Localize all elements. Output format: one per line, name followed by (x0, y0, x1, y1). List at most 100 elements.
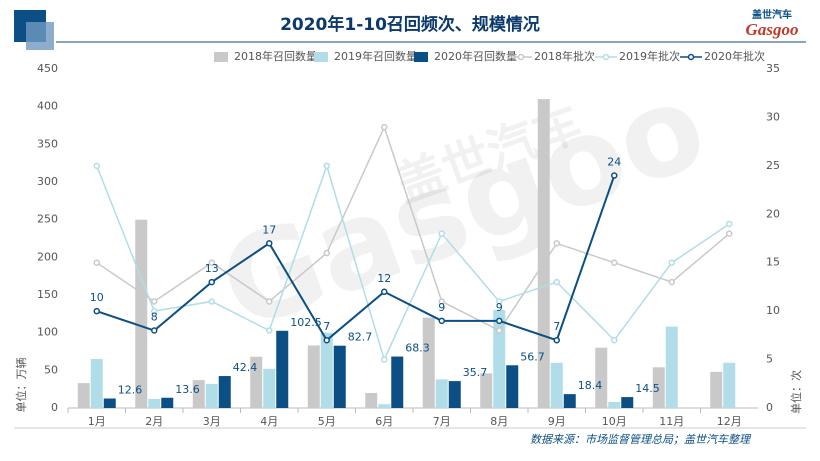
bar (205, 383, 218, 408)
marker (611, 172, 618, 179)
y-tick-label: 50 (44, 363, 58, 376)
bar (723, 362, 736, 408)
y-tick-label: 100 (37, 326, 58, 339)
marker (93, 307, 100, 315)
bar (365, 392, 378, 408)
bar (665, 326, 678, 408)
line-value-label: 12 (377, 272, 391, 285)
bar (391, 356, 404, 408)
marker (151, 327, 158, 334)
line-value-label: 17 (262, 223, 276, 236)
legend-swatch (414, 52, 428, 62)
y2-tick-label: 10 (766, 304, 780, 317)
marker (151, 307, 158, 315)
x-tick-label: 5月 (318, 415, 336, 428)
bar (90, 359, 103, 408)
marker (496, 298, 503, 305)
bar-value-label: 18.4 (578, 379, 603, 392)
bar (148, 398, 161, 408)
bar (320, 332, 333, 408)
line-value-label: 7 (323, 320, 330, 333)
bar (218, 376, 231, 408)
marker (438, 230, 445, 237)
bar (448, 381, 461, 408)
legend-swatch (687, 53, 695, 61)
marker (93, 259, 100, 266)
legend-swatch (314, 52, 328, 62)
logo: Gasgoo (746, 20, 799, 39)
bar (161, 397, 174, 408)
bar (595, 347, 608, 408)
marker (438, 298, 445, 305)
legend-label: 2018年批次 (534, 49, 595, 63)
bar (506, 365, 519, 408)
x-tick-label: 8月 (490, 415, 508, 428)
bar (652, 367, 665, 408)
marker (726, 230, 733, 237)
x-tick-label: 3月 (203, 415, 221, 428)
x-tick-label: 4月 (260, 415, 278, 428)
marker (323, 249, 330, 257)
bar (333, 345, 346, 408)
bar (307, 345, 320, 408)
marker (323, 162, 330, 170)
line-value-label: 9 (496, 301, 503, 314)
y-axis-label: 单位：万辆 (14, 358, 28, 413)
source: 数据来源：市场监督管理总局；盖世汽车整理 (530, 433, 752, 446)
bar-value-label: 42.4 (233, 361, 258, 374)
x-tick-label: 2月 (145, 415, 163, 428)
legend-swatch (517, 53, 525, 61)
bar (77, 383, 90, 408)
line-value-label: 7 (553, 320, 560, 333)
y2-tick-label: 0 (766, 401, 773, 414)
marker (381, 123, 388, 131)
marker (438, 317, 445, 325)
bar (710, 371, 723, 408)
y2-tick-label: 15 (766, 256, 780, 269)
marker (266, 327, 273, 334)
x-tick-label: 9月 (548, 415, 566, 428)
line-value-label: 9 (438, 301, 445, 314)
line (96, 163, 730, 362)
bar (103, 398, 116, 408)
y-tick-label: 250 (37, 213, 58, 226)
legend-swatch (602, 53, 610, 61)
marker (553, 336, 560, 344)
marker (611, 336, 618, 344)
y2-tick-label: 5 (766, 353, 773, 366)
bar (263, 368, 276, 408)
y-tick-label: 400 (37, 100, 58, 113)
bar-value-label: 56.7 (520, 350, 545, 363)
chart-title: 2020年1-10召回频次、规模情况 (280, 14, 540, 35)
bar (537, 99, 550, 408)
bar (135, 219, 148, 408)
bar (435, 379, 448, 408)
legend-label: 2018年召回数量 (234, 49, 317, 63)
marker (323, 336, 330, 344)
marker (668, 259, 675, 266)
y-tick-label: 200 (37, 250, 58, 263)
marker (381, 356, 388, 363)
bar (550, 362, 563, 408)
bar (192, 380, 205, 408)
x-tick-label: 1月 (88, 415, 106, 428)
marker (266, 298, 273, 305)
line (96, 125, 730, 332)
marker (151, 298, 158, 305)
y2-tick-label: 35 (766, 62, 780, 75)
y2-tick-label: 20 (766, 207, 780, 220)
header-block (26, 22, 54, 50)
y-tick-label: 350 (37, 137, 58, 150)
bar-value-label: 12.6 (118, 384, 143, 397)
line-value-label: 10 (90, 291, 104, 304)
marker (553, 278, 560, 286)
y-tick-label: 300 (37, 175, 58, 188)
marker (208, 278, 215, 286)
bar (621, 397, 634, 408)
bar (608, 401, 621, 408)
x-tick-label: 7月 (433, 415, 451, 428)
legend-label: 2019年批次 (619, 49, 680, 63)
bar-value-label: 82.7 (348, 331, 373, 344)
marker (668, 278, 675, 286)
